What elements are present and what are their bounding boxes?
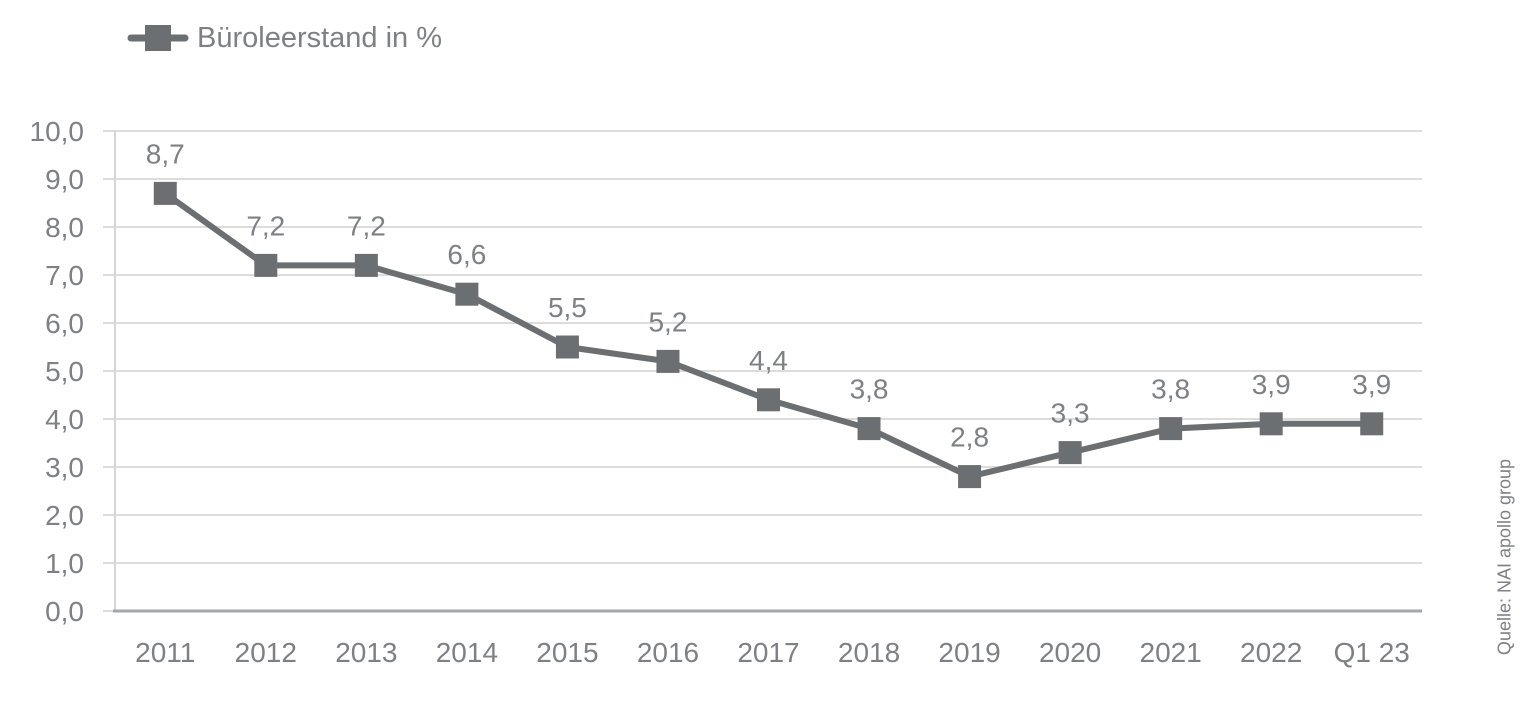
data-point-marker <box>153 181 177 205</box>
data-point-label: 3,9 <box>1352 369 1391 400</box>
y-tick-label: 1,0 <box>45 548 84 579</box>
y-tick-label: 4,0 <box>45 404 84 435</box>
data-point-marker <box>757 388 780 412</box>
x-tick-label: 2016 <box>637 637 699 668</box>
source-note: Quelle: NAI apollo group <box>1494 458 1515 656</box>
y-tick-label: 7,0 <box>45 260 84 291</box>
x-tick-label: 2020 <box>1039 637 1101 668</box>
y-tick-label: 2,0 <box>45 500 84 531</box>
x-tick-label: Q1 23 <box>1334 637 1410 668</box>
x-tick-label: 2012 <box>235 637 297 668</box>
data-point-label: 3,3 <box>1051 398 1090 429</box>
y-tick-label: 0,0 <box>45 596 84 627</box>
x-tick-label: 2014 <box>436 637 498 668</box>
y-tick-label: 10,0 <box>30 116 85 147</box>
y-tick-label: 8,0 <box>45 212 84 243</box>
x-tick-label: 2013 <box>335 637 397 668</box>
data-point-label: 5,2 <box>648 306 687 337</box>
data-point-marker <box>455 282 479 306</box>
data-point-marker <box>857 417 881 441</box>
y-tick-label: 6,0 <box>45 308 84 339</box>
legend-label: Büroleerstand in % <box>197 21 443 54</box>
data-point-marker <box>1159 417 1183 441</box>
x-tick-label: 2019 <box>938 637 1000 668</box>
data-point-marker <box>555 335 579 359</box>
x-tick-label: 2015 <box>536 637 598 668</box>
data-point-marker <box>1058 441 1082 465</box>
x-tick-label: 2018 <box>838 637 900 668</box>
x-tick-label: 2017 <box>737 637 799 668</box>
legend: Büroleerstand in % <box>127 23 442 53</box>
data-point-label: 5,5 <box>548 292 587 323</box>
data-point-label: 8,7 <box>146 138 185 169</box>
data-point-marker <box>1360 412 1384 436</box>
data-point-marker <box>958 465 982 489</box>
data-point-marker <box>254 253 278 277</box>
data-point-label: 6,6 <box>447 239 486 270</box>
y-tick-label: 9,0 <box>45 164 84 195</box>
data-point-label: 3,9 <box>1252 369 1291 400</box>
legend-line-marker-icon <box>127 25 189 51</box>
data-point-marker <box>656 349 680 373</box>
data-point-marker <box>354 253 378 277</box>
x-tick-label: 2022 <box>1240 637 1302 668</box>
data-point-label: 3,8 <box>850 374 889 405</box>
data-point-label: 7,2 <box>347 210 386 241</box>
data-point-label: 4,4 <box>749 345 788 376</box>
x-tick-label: 2021 <box>1140 637 1202 668</box>
data-point-label: 2,8 <box>950 422 989 453</box>
y-tick-label: 3,0 <box>45 452 84 483</box>
y-tick-label: 5,0 <box>45 356 84 387</box>
data-point-marker <box>1259 412 1283 436</box>
data-point-label: 7,2 <box>246 210 285 241</box>
x-tick-label: 2011 <box>135 637 195 668</box>
data-point-label: 3,8 <box>1151 374 1190 405</box>
